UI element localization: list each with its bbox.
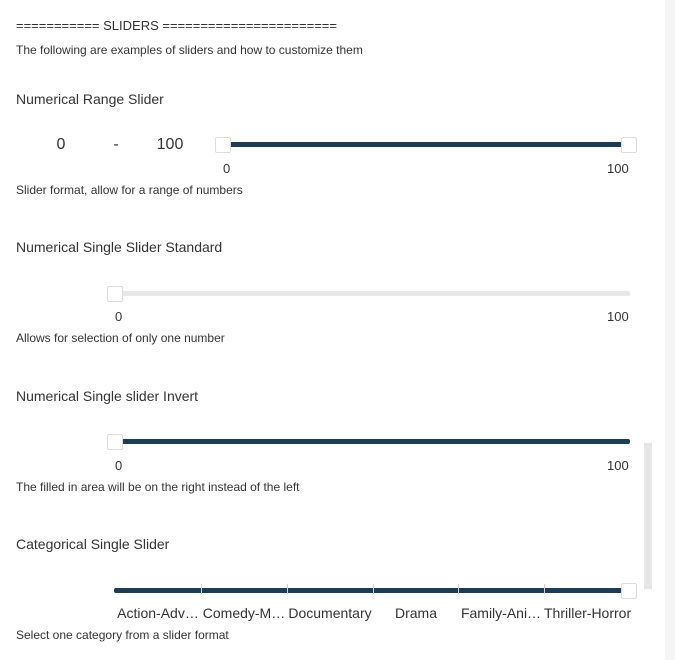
categorical-tick-mark [544, 584, 545, 594]
range-slider-title: Numerical Range Slider [16, 91, 164, 107]
range-max-value[interactable]: 100 [156, 136, 184, 153]
single-standard-handle[interactable] [107, 286, 123, 302]
range-slider-max-label: 100 [607, 161, 629, 176]
sliders-intro: The following are examples of sliders an… [16, 43, 363, 57]
single-invert-min-label: 0 [115, 458, 123, 473]
range-slider-min-label: 0 [223, 161, 231, 176]
categorical-slider-track[interactable] [114, 588, 630, 593]
single-standard-title: Numerical Single Slider Standard [16, 239, 223, 255]
categorical-label[interactable]: Drama [394, 605, 437, 621]
categorical-label[interactable]: Thriller-Horror [544, 605, 632, 621]
single-invert-handle[interactable] [107, 434, 123, 450]
scrollbar-thumb[interactable] [644, 443, 652, 589]
single-standard-track[interactable] [114, 291, 630, 296]
single-invert-title: Numerical Single slider Invert [16, 388, 199, 404]
single-standard-min-label: 0 [115, 309, 123, 324]
range-slider-description: Slider format, allow for a range of numb… [16, 183, 243, 197]
categorical-tick-mark [201, 584, 202, 594]
single-invert-description: The filled in area will be on the right … [16, 480, 300, 494]
categorical-label[interactable]: Action-Adv… [117, 605, 199, 621]
categorical-label[interactable]: Documentary [288, 605, 372, 621]
categorical-tick-mark [373, 584, 374, 594]
range-slider-low-handle[interactable] [215, 137, 231, 153]
single-invert-max-label: 100 [607, 458, 629, 473]
categorical-tick-mark [458, 584, 459, 594]
sliders-header: =========== SLIDERS ====================… [16, 18, 337, 33]
single-invert-track[interactable] [114, 439, 630, 444]
categorical-label[interactable]: Comedy-M… [202, 605, 286, 621]
range-slider-track[interactable] [222, 142, 630, 147]
categorical-slider-description: Select one category from a slider format [16, 628, 229, 642]
categorical-label[interactable]: Family-Ani… [460, 605, 542, 621]
range-slider-high-handle[interactable] [621, 137, 637, 153]
categorical-tick-mark [287, 584, 288, 594]
categorical-slider-handle[interactable] [621, 583, 637, 599]
range-min-value[interactable]: 0 [56, 136, 66, 153]
page-right-edge [665, 0, 675, 660]
single-standard-max-label: 100 [607, 309, 629, 324]
single-standard-description: Allows for selection of only one number [16, 331, 225, 345]
categorical-slider-title: Categorical Single Slider [16, 536, 170, 552]
range-separator: - [113, 136, 119, 153]
